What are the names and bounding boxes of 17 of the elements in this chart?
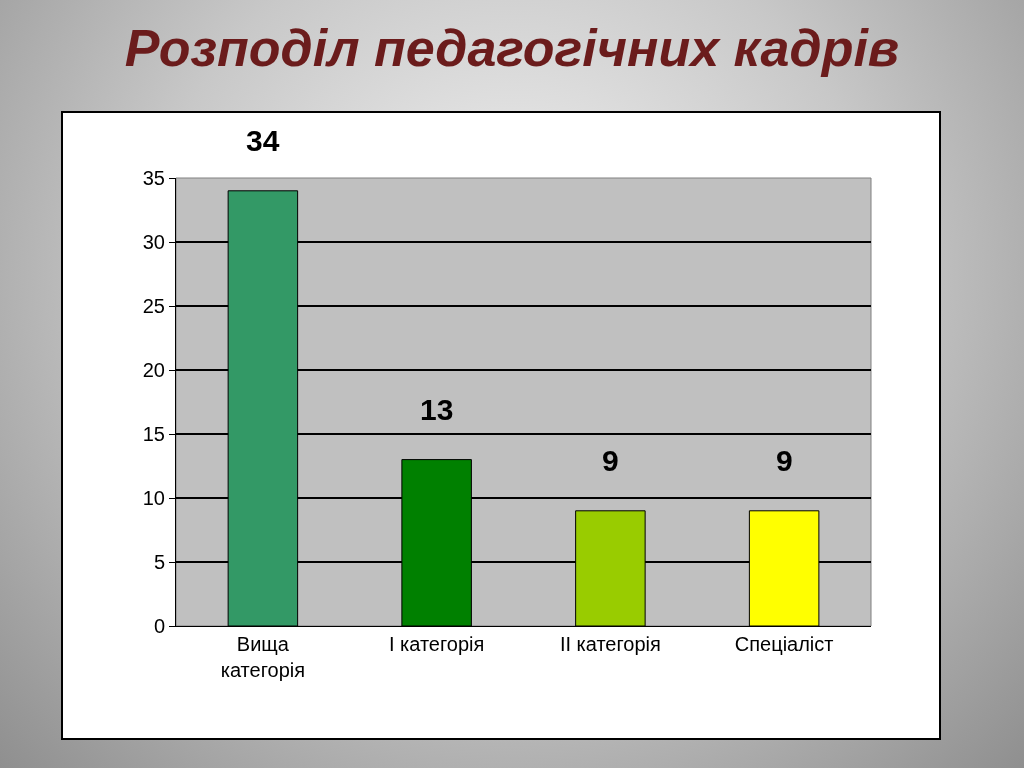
y-tick-label: 15 <box>142 423 165 445</box>
x-tick-label: ІІ категорія <box>559 633 661 655</box>
y-tick-label: 25 <box>142 295 165 317</box>
y-tick-label: 0 <box>153 615 165 637</box>
x-tick-label: І категорія <box>388 633 485 655</box>
y-tick-label: 35 <box>142 167 165 189</box>
y-tick-label: 5 <box>153 551 165 573</box>
data-label: 9 <box>776 444 793 477</box>
y-tick-label: 30 <box>142 231 165 253</box>
data-label: 9 <box>602 444 619 477</box>
data-label: 13 <box>420 393 454 426</box>
chart-title: Розподіл педагогічних кадрів <box>123 18 901 78</box>
y-tick-label: 20 <box>142 359 165 381</box>
y-tick-label: 10 <box>142 487 165 509</box>
x-tick-label: Спеціаліст <box>734 633 834 655</box>
x-tick-label: Вища категорія <box>220 633 306 681</box>
data-label: 34 <box>246 124 280 157</box>
